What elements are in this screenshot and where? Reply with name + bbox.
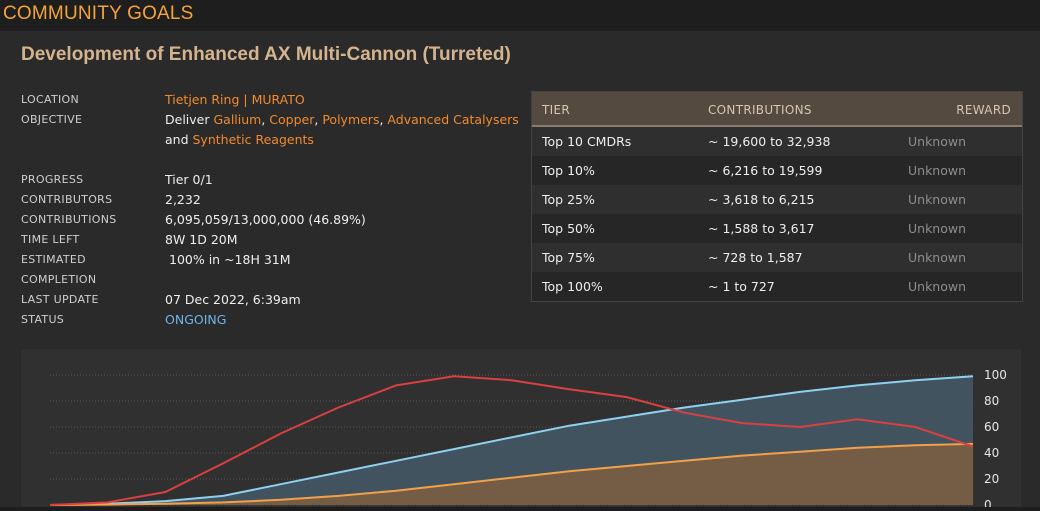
commodity-link-gallium[interactable]: Gallium [213,112,262,127]
tier-cell: Top 25% [542,192,595,207]
reward-cell: Unknown [908,192,967,207]
progress-chart: 100 80 60 40 20 0 [21,349,1021,511]
tier-cell: Top 50% [542,221,595,236]
tier-cell: Top 10% [542,163,595,178]
y-tick-label: 80 [984,394,999,408]
contributors-label: CONTRIBUTORS [21,193,113,206]
last-update-label: LAST UPDATE [21,293,99,306]
objective-line-1: Deliver Gallium, Copper, Polymers, Advan… [165,110,519,130]
objective-comma: , [261,112,270,127]
estimated-completion-value: 100% in ~18H 31M [169,252,291,267]
objective-and: and [165,132,193,147]
estimated-completion-label: ESTIMATED COMPLETION [21,253,97,286]
tier-cell: Top 100% [542,279,603,294]
progress-value: Tier 0/1 [165,172,213,187]
commodity-link-copper[interactable]: Copper [269,112,315,127]
table-row: Top 10% ~ 6,216 to 19,599 Unknown [532,156,1022,185]
contributions-label: CONTRIBUTIONS [21,213,117,226]
y-tick-label: 20 [984,472,999,486]
y-tick-label: 40 [984,446,999,460]
station-link[interactable]: Tietjen Ring [165,92,240,107]
reward-column-header: REWARD [956,103,1011,117]
y-tick-label: 60 [984,420,999,434]
series-1-area [50,443,973,505]
contributions-column-header: CONTRIBUTIONS [708,103,812,117]
table-row: Top 25% ~ 3,618 to 6,215 Unknown [532,185,1022,214]
objective-line-2: and Synthetic Reagents [165,130,314,150]
commodity-link-synthetic-reagents[interactable]: Synthetic Reagents [192,132,314,147]
page-title: COMMUNITY GOALS [3,3,194,24]
tier-table: TIER CONTRIBUTIONS REWARD Top 10 CMDRs ~… [531,91,1023,302]
objective-prefix: Deliver [165,112,214,127]
commodity-link-polymers[interactable]: Polymers [322,112,380,127]
tier-cell: Top 10 CMDRs [542,134,632,149]
contributions-cell: ~ 1,588 to 3,617 [708,221,815,236]
table-row: Top 75% ~ 728 to 1,587 Unknown [532,243,1022,272]
table-row: Top 100% ~ 1 to 727 Unknown [532,272,1022,301]
progress-chart-svg: 100 80 60 40 20 0 [49,368,1007,511]
objective-comma: , [314,112,323,127]
contributions-cell: ~ 1 to 727 [708,279,775,294]
progress-label: PROGRESS [21,173,84,186]
location-value: Tietjen Ring | MURATO [165,90,305,110]
series-2-line [49,375,974,506]
table-row: Top 10 CMDRs ~ 19,600 to 32,938 Unknown [532,127,1022,156]
objective-comma: , [379,112,388,127]
status-value: ONGOING [165,312,227,327]
contributions-value: 6,095,059/13,000,000 (46.89%) [165,212,366,227]
contributions-cell: ~ 6,216 to 19,599 [708,163,823,178]
y-tick-label: 100 [984,368,1007,382]
series-0-line [49,375,974,506]
reward-cell: Unknown [908,134,967,149]
location-separator: | [239,92,252,107]
location-label: LOCATION [21,93,79,106]
commodity-link-advanced-catalysers[interactable]: Advanced Catalysers [387,112,519,127]
tier-table-header: TIER CONTRIBUTIONS REWARD [532,92,1022,127]
status-label: STATUS [21,313,65,326]
contributions-cell: ~ 3,618 to 6,215 [708,192,815,207]
tier-column-header: TIER [542,103,570,117]
reward-cell: Unknown [908,250,967,265]
reward-cell: Unknown [908,163,967,178]
tier-cell: Top 75% [542,250,595,265]
system-link[interactable]: MURATO [251,92,305,107]
objective-label: OBJECTIVE [21,113,83,126]
table-row: Top 50% ~ 1,588 to 3,617 Unknown [532,214,1022,243]
goal-title: Development of Enhanced AX Multi-Cannon … [21,44,511,65]
time-left-label: TIME LEFT [21,233,80,246]
contributors-value: 2,232 [165,192,201,207]
last-update-value: 07 Dec 2022, 6:39am [165,292,301,307]
reward-cell: Unknown [908,221,967,236]
reward-cell: Unknown [908,279,967,294]
time-left-value: 8W 1D 20M [165,232,238,247]
contributions-cell: ~ 19,600 to 32,938 [708,134,831,149]
contributions-cell: ~ 728 to 1,587 [708,250,803,265]
y-tick-label: 0 [984,498,992,507]
series-1-line [49,442,974,506]
